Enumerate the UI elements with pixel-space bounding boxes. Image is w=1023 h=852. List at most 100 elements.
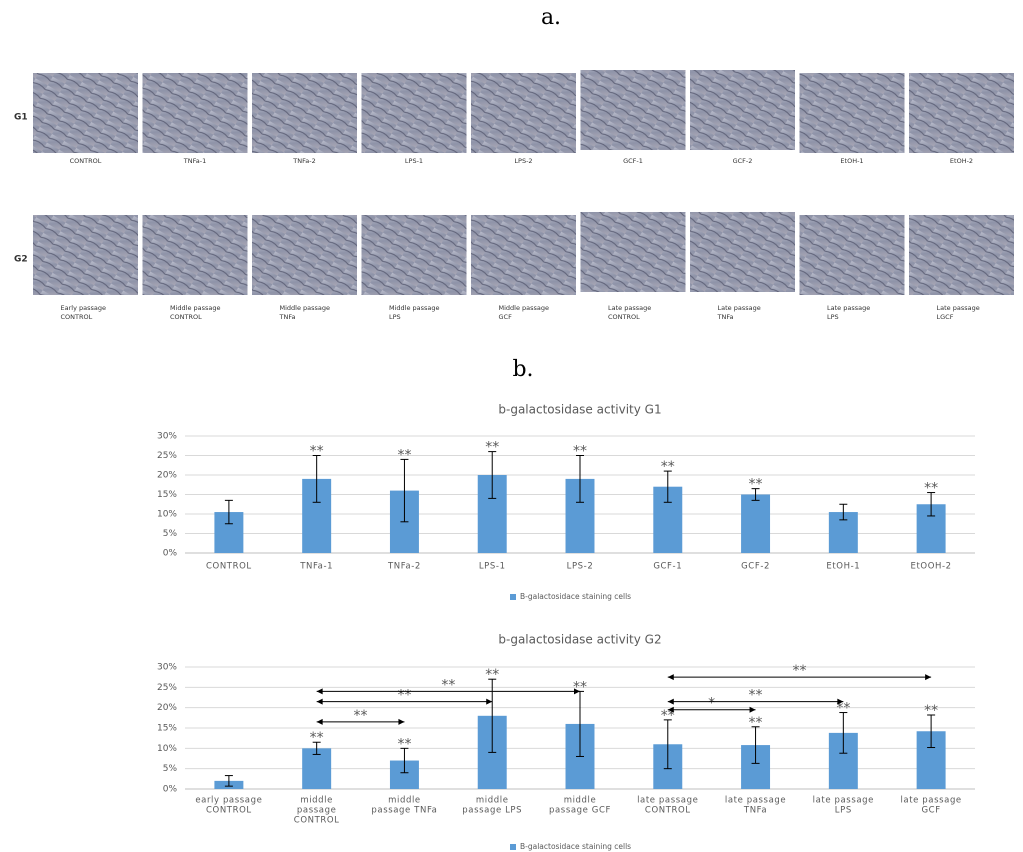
- significance-label: **: [397, 447, 411, 463]
- x-tick-label: TNFa-1: [299, 562, 333, 572]
- x-tick-label: GCF-2: [741, 562, 770, 572]
- image-caption: TNFa-1: [183, 157, 206, 165]
- y-tick-label: 5%: [163, 764, 178, 774]
- error-bar: [224, 775, 233, 787]
- x-tick-label: passage: [297, 806, 337, 816]
- y-tick-label: 20%: [157, 703, 177, 713]
- x-tick-label: early passage: [195, 796, 262, 806]
- error-bar: [839, 503, 848, 521]
- image-caption: Late passage: [937, 304, 980, 312]
- micrograph: [252, 73, 357, 153]
- image-caption: LPS-1: [405, 157, 423, 165]
- y-tick-label: 30%: [157, 432, 177, 442]
- x-tick-label: late passage: [900, 796, 961, 806]
- x-tick-label: middle: [300, 796, 333, 806]
- x-tick-label: CONTROL: [206, 562, 252, 572]
- comparison-label: **: [397, 688, 411, 704]
- arrow-head: [667, 706, 674, 713]
- x-tick-label: GCF-1: [653, 562, 682, 572]
- error-bar: [312, 455, 321, 503]
- arrow-head: [316, 718, 323, 725]
- image-caption: Early passage: [61, 304, 106, 312]
- row-label: G2: [14, 255, 28, 265]
- arrow-head: [925, 674, 932, 681]
- image-caption: CONTROL: [70, 157, 102, 165]
- image-caption: Middle passage: [170, 304, 221, 312]
- error-bar: [663, 719, 672, 770]
- significance-label: **: [485, 440, 499, 456]
- image-caption: Middle passage: [389, 304, 440, 312]
- x-tick-label: late passage: [725, 796, 786, 806]
- arrow-head: [574, 688, 580, 695]
- significance-label: **: [310, 444, 324, 460]
- x-tick-label: middle: [388, 796, 421, 806]
- y-tick-label: 20%: [157, 471, 177, 481]
- comparison-label: **: [792, 663, 806, 679]
- y-tick-label: 15%: [157, 724, 177, 734]
- image-caption: Late passage: [827, 304, 870, 312]
- legend-label: B-galactosidace staining cells: [520, 842, 631, 851]
- significance-label: **: [749, 477, 763, 493]
- micrograph: [361, 215, 467, 295]
- image-caption: Late passage: [608, 304, 651, 312]
- y-tick-label: 0%: [163, 549, 178, 559]
- micrograph: [33, 215, 138, 295]
- x-tick-label: LPS-1: [479, 562, 506, 572]
- micrograph: [799, 73, 905, 153]
- significance-label: **: [749, 715, 763, 731]
- image-caption: GCF-1: [623, 157, 643, 165]
- x-tick-label: CONTROL: [294, 816, 340, 826]
- error-bar: [400, 458, 409, 523]
- error-bar: [224, 499, 233, 525]
- image-caption: CONTROL: [61, 313, 93, 321]
- image-caption: TNFa: [717, 313, 734, 321]
- comparison-label: *: [708, 696, 715, 712]
- arrow-head: [316, 688, 323, 695]
- y-tick-label: 25%: [157, 683, 177, 693]
- comparison-label: **: [749, 688, 763, 704]
- micrograph: [799, 215, 905, 295]
- significance-label: **: [836, 701, 850, 717]
- image-caption: TNFa-2: [292, 157, 315, 165]
- legend-label: B-galactosidace staining cells: [520, 592, 631, 601]
- x-tick-label: passage TNFa: [371, 806, 437, 816]
- error-bar: [751, 488, 760, 501]
- micrograph: [361, 73, 467, 153]
- image-caption: EtOH-1: [840, 157, 863, 165]
- legend-swatch: [510, 594, 516, 600]
- image-caption: GCF-2: [733, 157, 753, 165]
- micrograph: [690, 212, 795, 292]
- image-caption: GCF: [499, 313, 513, 321]
- image-caption: EtOH-2: [950, 157, 973, 165]
- micrograph: [142, 73, 248, 153]
- x-tick-label: CONTROL: [206, 806, 252, 816]
- error-bar: [400, 747, 409, 774]
- significance-label: **: [573, 444, 587, 460]
- x-tick-label: passage LPS: [462, 806, 522, 816]
- x-tick-label: passage GCF: [549, 806, 611, 816]
- x-tick-label: middle: [564, 796, 597, 806]
- error-bar: [751, 726, 760, 764]
- bar: [741, 494, 771, 553]
- significance-label: **: [310, 730, 324, 746]
- error-bar: [312, 741, 321, 755]
- image-caption: LGCF: [937, 313, 954, 321]
- micrograph: [142, 215, 248, 295]
- micrograph: [33, 73, 138, 153]
- micrograph: [252, 215, 357, 295]
- micrograph: [580, 212, 686, 292]
- arrow-head: [667, 698, 674, 705]
- bar: [302, 748, 332, 789]
- arrow-head: [316, 698, 323, 705]
- y-tick-label: 0%: [163, 785, 178, 795]
- arrow-head: [837, 698, 844, 705]
- arrow-head: [486, 698, 493, 705]
- y-tick-label: 15%: [157, 490, 177, 500]
- micrograph: [471, 215, 576, 295]
- significance-label: **: [661, 459, 675, 475]
- image-caption: LPS: [827, 313, 839, 321]
- chart-title: b-galactosidase activity G2: [498, 633, 661, 647]
- x-tick-label: LPS-2: [567, 562, 594, 572]
- image-caption: LPS-2: [514, 157, 532, 165]
